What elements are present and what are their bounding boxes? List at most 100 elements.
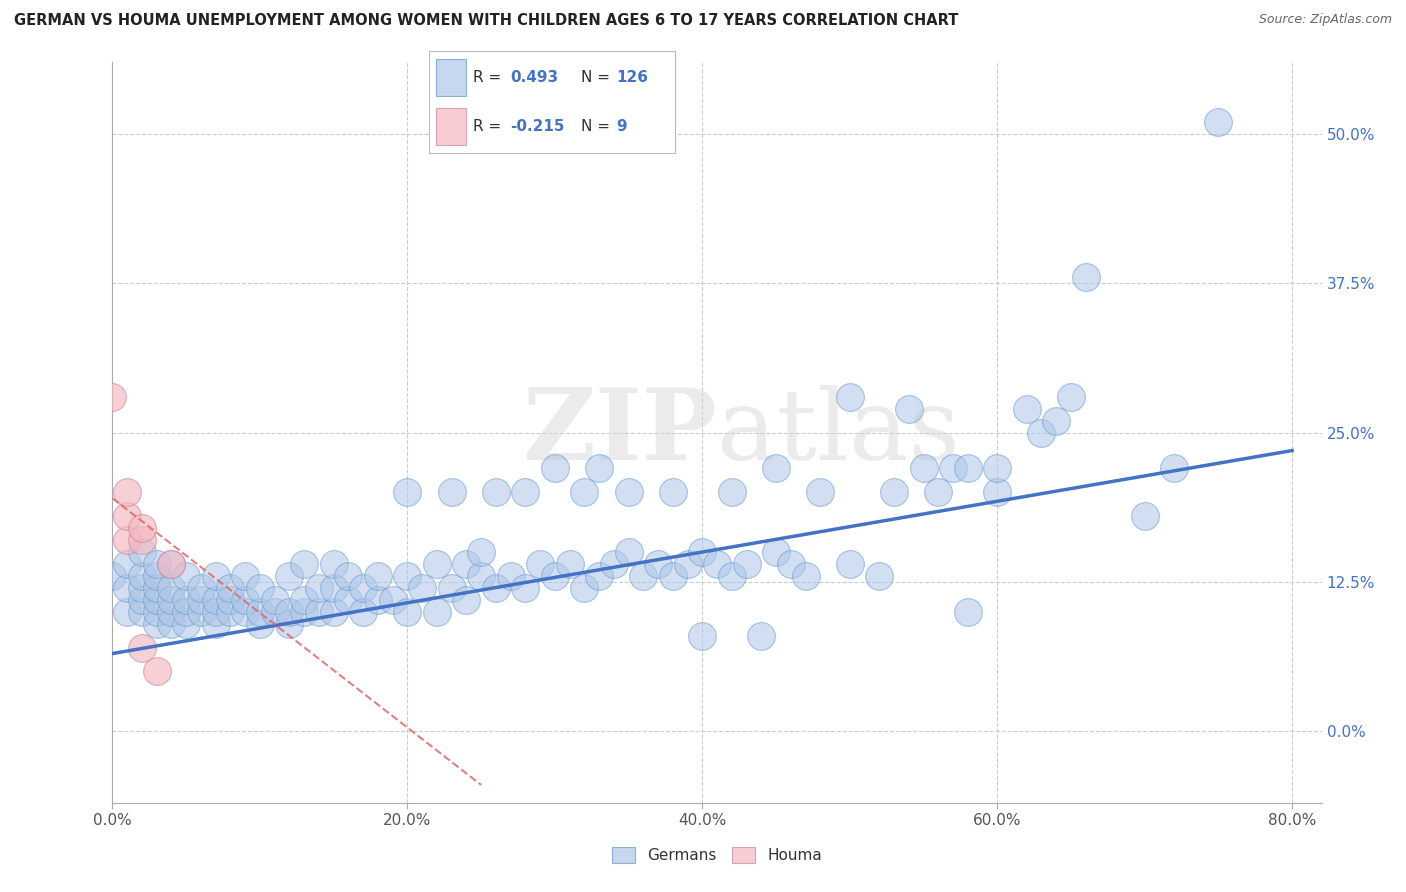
Point	[101, 390, 124, 404]
Point	[249, 605, 271, 619]
Point	[322, 605, 344, 619]
Point	[396, 485, 419, 500]
Point	[692, 545, 714, 559]
Point	[174, 592, 197, 607]
Point	[308, 605, 330, 619]
Point	[145, 557, 167, 571]
Point	[233, 569, 256, 583]
Point	[617, 545, 640, 559]
Text: N =: N =	[582, 70, 616, 85]
Point	[249, 581, 271, 595]
Point	[145, 605, 167, 619]
Point	[662, 485, 685, 500]
Point	[470, 569, 492, 583]
Text: -0.215: -0.215	[510, 120, 565, 135]
Point	[131, 545, 153, 559]
Point	[219, 592, 242, 607]
Point	[544, 569, 567, 583]
Point	[160, 557, 183, 571]
Point	[942, 461, 965, 475]
Point	[190, 605, 212, 619]
Point	[838, 390, 860, 404]
Point	[115, 557, 138, 571]
Point	[292, 557, 315, 571]
Point	[1133, 509, 1156, 524]
Point	[174, 616, 197, 631]
Point	[115, 509, 138, 524]
Point	[897, 401, 920, 416]
Point	[278, 616, 301, 631]
Text: GERMAN VS HOUMA UNEMPLOYMENT AMONG WOMEN WITH CHILDREN AGES 6 TO 17 YEARS CORREL: GERMAN VS HOUMA UNEMPLOYMENT AMONG WOMEN…	[14, 13, 959, 29]
Point	[145, 592, 167, 607]
Point	[160, 605, 183, 619]
Point	[1208, 115, 1230, 129]
Point	[456, 592, 478, 607]
Point	[956, 461, 979, 475]
Text: 126: 126	[616, 70, 648, 85]
Legend: Germans, Houma: Germans, Houma	[606, 841, 828, 869]
Point	[131, 569, 153, 583]
Point	[720, 569, 742, 583]
Point	[808, 485, 831, 500]
Point	[292, 605, 315, 619]
Text: R =: R =	[472, 70, 506, 85]
Point	[204, 616, 226, 631]
Point	[204, 592, 226, 607]
Point	[160, 616, 183, 631]
Point	[337, 592, 360, 607]
Point	[249, 616, 271, 631]
Point	[396, 569, 419, 583]
Point	[190, 592, 212, 607]
Point	[131, 581, 153, 595]
Point	[131, 533, 153, 547]
Point	[1163, 461, 1185, 475]
Text: atlas: atlas	[717, 384, 960, 481]
Point	[485, 581, 508, 595]
Point	[544, 461, 567, 475]
Point	[145, 581, 167, 595]
Point	[145, 569, 167, 583]
Point	[986, 485, 1008, 500]
Point	[160, 581, 183, 595]
Point	[352, 581, 374, 595]
Point	[204, 569, 226, 583]
Point	[145, 616, 167, 631]
Point	[986, 461, 1008, 475]
Point	[367, 592, 389, 607]
Point	[574, 485, 596, 500]
Point	[308, 581, 330, 595]
Point	[912, 461, 935, 475]
Point	[337, 569, 360, 583]
Point	[396, 605, 419, 619]
Point	[322, 581, 344, 595]
Point	[617, 485, 640, 500]
Point	[1015, 401, 1038, 416]
Point	[233, 592, 256, 607]
Point	[574, 581, 596, 595]
Point	[278, 605, 301, 619]
Point	[278, 569, 301, 583]
Point	[263, 592, 285, 607]
Point	[440, 581, 463, 595]
Point	[692, 629, 714, 643]
Point	[367, 569, 389, 583]
Point	[145, 665, 167, 679]
Point	[160, 557, 183, 571]
Point	[204, 605, 226, 619]
Text: 0.493: 0.493	[510, 70, 558, 85]
Point	[1074, 270, 1097, 285]
Point	[115, 485, 138, 500]
Point	[352, 605, 374, 619]
Point	[131, 605, 153, 619]
Point	[174, 605, 197, 619]
Point	[515, 485, 537, 500]
Point	[706, 557, 728, 571]
Point	[515, 581, 537, 595]
Point	[263, 605, 285, 619]
Point	[765, 545, 787, 559]
Point	[233, 605, 256, 619]
Point	[426, 605, 449, 619]
Point	[322, 557, 344, 571]
Point	[190, 581, 212, 595]
Text: N =: N =	[582, 120, 616, 135]
